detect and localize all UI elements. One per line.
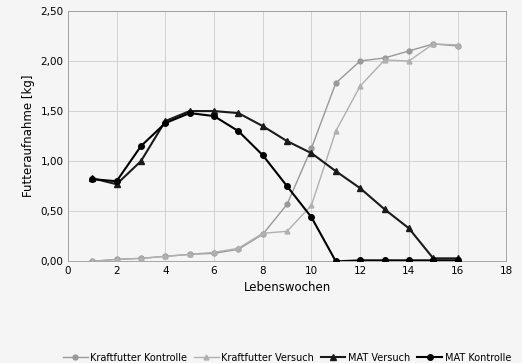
- X-axis label: Lebenswochen: Lebenswochen: [243, 281, 331, 294]
- Kraftfutter Versuch: [382, 58, 388, 62]
- MAT Versuch: [113, 182, 120, 186]
- MAT Kontrolle: [186, 111, 193, 115]
- Line: MAT Kontrolle: MAT Kontrolle: [89, 110, 460, 264]
- Kraftfutter Versuch: [455, 43, 461, 47]
- MAT Versuch: [211, 109, 217, 113]
- Kraftfutter Kontrolle: [309, 146, 315, 150]
- Kraftfutter Versuch: [162, 254, 169, 258]
- Kraftfutter Versuch: [138, 256, 144, 261]
- Kraftfutter Versuch: [211, 250, 217, 254]
- MAT Kontrolle: [162, 121, 169, 125]
- MAT Kontrolle: [211, 114, 217, 118]
- Kraftfutter Kontrolle: [113, 257, 120, 261]
- Line: Kraftfutter Kontrolle: Kraftfutter Kontrolle: [90, 41, 460, 264]
- Kraftfutter Kontrolle: [138, 256, 144, 261]
- MAT Kontrolle: [455, 258, 461, 262]
- MAT Versuch: [382, 207, 388, 211]
- MAT Kontrolle: [235, 129, 242, 133]
- MAT Versuch: [89, 176, 96, 180]
- MAT Versuch: [235, 111, 242, 115]
- Kraftfutter Versuch: [89, 259, 96, 264]
- Kraftfutter Kontrolle: [89, 259, 96, 264]
- Legend: Kraftfutter Kontrolle, Kraftfutter Versuch, MAT Versuch, MAT Kontrolle: Kraftfutter Kontrolle, Kraftfutter Versu…: [60, 349, 515, 363]
- Kraftfutter Versuch: [309, 203, 315, 207]
- MAT Versuch: [357, 186, 363, 191]
- Kraftfutter Versuch: [113, 257, 120, 261]
- Kraftfutter Kontrolle: [284, 202, 290, 207]
- MAT Versuch: [186, 109, 193, 113]
- Line: MAT Versuch: MAT Versuch: [89, 108, 460, 261]
- MAT Versuch: [162, 119, 169, 123]
- MAT Kontrolle: [138, 144, 144, 148]
- Kraftfutter Kontrolle: [357, 59, 363, 63]
- Kraftfutter Versuch: [357, 84, 363, 88]
- MAT Versuch: [284, 139, 290, 143]
- Kraftfutter Versuch: [406, 59, 412, 63]
- Kraftfutter Kontrolle: [235, 247, 242, 252]
- MAT Versuch: [455, 256, 461, 261]
- MAT Versuch: [259, 124, 266, 128]
- MAT Kontrolle: [357, 258, 363, 262]
- Kraftfutter Versuch: [333, 129, 339, 133]
- Kraftfutter Kontrolle: [406, 49, 412, 53]
- MAT Versuch: [309, 151, 315, 155]
- Kraftfutter Versuch: [235, 246, 242, 250]
- Kraftfutter Kontrolle: [186, 252, 193, 257]
- Kraftfutter Kontrolle: [211, 251, 217, 256]
- MAT Kontrolle: [430, 258, 436, 262]
- MAT Kontrolle: [89, 177, 96, 182]
- Kraftfutter Kontrolle: [162, 254, 169, 258]
- MAT Versuch: [430, 256, 436, 261]
- MAT Versuch: [406, 226, 412, 231]
- Kraftfutter Kontrolle: [382, 56, 388, 60]
- MAT Kontrolle: [382, 258, 388, 262]
- Kraftfutter Kontrolle: [333, 81, 339, 85]
- Kraftfutter Kontrolle: [259, 232, 266, 236]
- MAT Kontrolle: [259, 153, 266, 157]
- Y-axis label: Futteraufnahme [kg]: Futteraufnahme [kg]: [22, 75, 35, 197]
- MAT Kontrolle: [333, 259, 339, 264]
- MAT Versuch: [333, 169, 339, 174]
- MAT Kontrolle: [284, 184, 290, 188]
- Kraftfutter Versuch: [430, 42, 436, 46]
- MAT Kontrolle: [309, 215, 315, 220]
- Kraftfutter Versuch: [259, 231, 266, 236]
- Line: Kraftfutter Versuch: Kraftfutter Versuch: [90, 41, 460, 264]
- Kraftfutter Versuch: [186, 252, 193, 257]
- MAT Kontrolle: [406, 258, 412, 262]
- MAT Versuch: [138, 159, 144, 163]
- Kraftfutter Kontrolle: [455, 44, 461, 48]
- Kraftfutter Versuch: [284, 229, 290, 233]
- MAT Kontrolle: [113, 179, 120, 183]
- Kraftfutter Kontrolle: [430, 42, 436, 46]
